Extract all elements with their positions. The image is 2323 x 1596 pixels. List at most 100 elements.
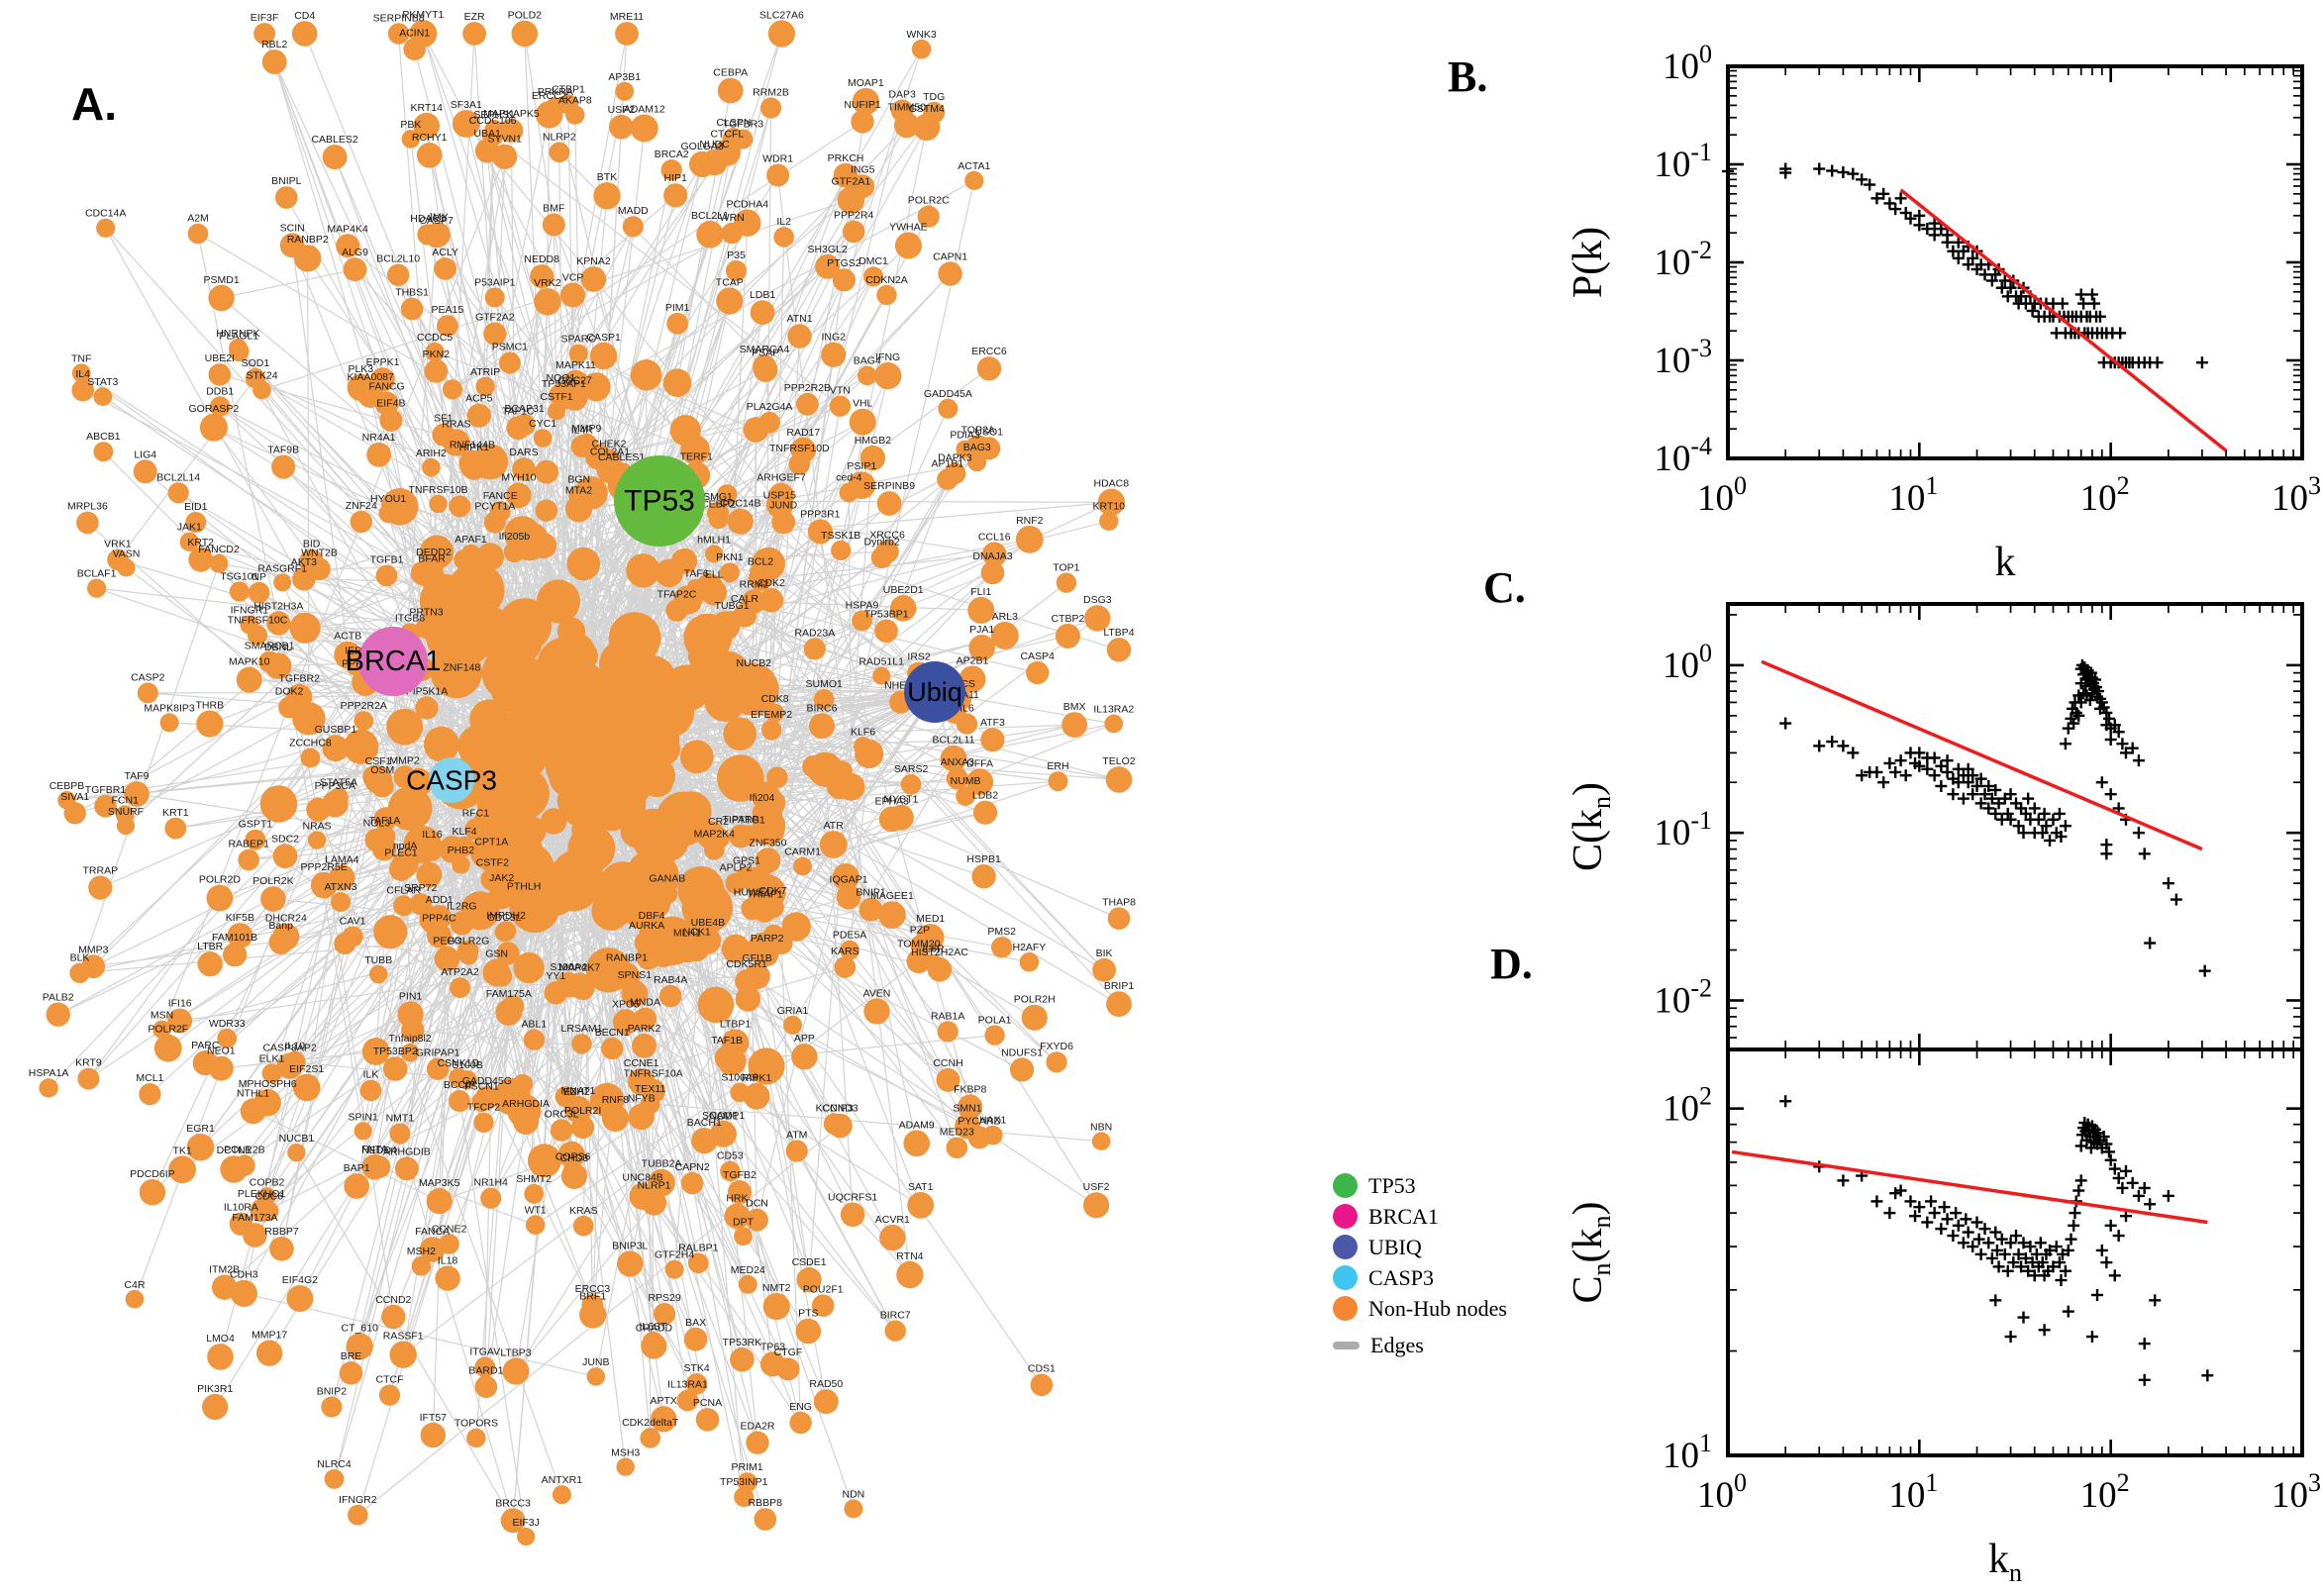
svg-text:POLR2K: POLR2K (252, 875, 293, 887)
svg-text:SOD1: SOD1 (242, 357, 270, 369)
svg-text:PARC: PARC (191, 1040, 220, 1051)
svg-text:CDC27: CDC27 (557, 374, 592, 386)
svg-text:NOD1: NOD1 (710, 1111, 739, 1123)
svg-text:PIN1: PIN1 (399, 990, 423, 1002)
svg-text:TSG101: TSG101 (220, 570, 258, 582)
svg-text:IL13RA1: IL13RA1 (667, 1379, 708, 1391)
svg-text:SCAMP1: SCAMP1 (702, 1110, 745, 1122)
svg-text:CDC14A: CDC14A (85, 208, 126, 220)
svg-text:MSH3: MSH3 (611, 1446, 640, 1458)
svg-text:RAB4A: RAB4A (654, 974, 687, 986)
svg-text:TELO2: TELO2 (1102, 755, 1135, 767)
svg-text:CRADD: CRADD (636, 1322, 673, 1334)
svg-text:ZNF24: ZNF24 (346, 500, 377, 512)
fit-line (1761, 659, 2203, 851)
svg-text:PDCD6IP: PDCD6IP (130, 1168, 175, 1180)
svg-text:CAV1: CAV1 (340, 915, 366, 927)
svg-text:PRTN3: PRTN3 (409, 606, 443, 618)
svg-text:GOLGA3: GOLGA3 (681, 141, 724, 152)
svg-text:GADD45A: GADD45A (924, 388, 972, 400)
svg-text:BCL2L14: BCL2L14 (156, 471, 200, 483)
svg-text:GORASP2: GORASP2 (189, 403, 240, 415)
panel-d-label: D. (1490, 940, 1533, 988)
svg-text:MAPKAPK5: MAPKAPK5 (483, 108, 540, 120)
svg-text:CASP8AP2: CASP8AP2 (262, 1043, 316, 1054)
legend-item-nonhub: Non-Hub nodes (1333, 1293, 1507, 1324)
svg-text:DBF4: DBF4 (639, 910, 665, 922)
svg-text:DSG3: DSG3 (1083, 594, 1112, 606)
svg-text:RNF8: RNF8 (602, 1094, 630, 1106)
svg-text:BRCC3: BRCC3 (495, 1498, 531, 1510)
legend-label: UBIQ (1368, 1234, 1422, 1259)
hub-label-tp53: TP53 (624, 485, 695, 518)
svg-text:PZP: PZP (910, 925, 930, 937)
svg-text:NR1H4: NR1H4 (473, 1177, 508, 1189)
svg-text:NEDD8: NEDD8 (524, 253, 559, 265)
svg-text:HUWE1: HUWE1 (734, 886, 771, 898)
svg-text:ORC3L: ORC3L (545, 1108, 579, 1120)
svg-text:ARIH2: ARIH2 (416, 448, 447, 459)
svg-text:HAX1: HAX1 (979, 1115, 1007, 1127)
svg-text:VRK2: VRK2 (534, 277, 561, 289)
hub-label-ubiq: Ubiq (907, 677, 962, 707)
panel-b-label: B. (1448, 52, 1488, 101)
svg-text:EZH2: EZH2 (563, 1086, 590, 1098)
svg-text:C(kn): C(kn) (1566, 782, 1616, 871)
svg-text:MAP4K4: MAP4K4 (327, 223, 368, 235)
svg-text:MAPK11: MAPK11 (556, 359, 596, 371)
svg-text:KLF6: KLF6 (851, 726, 875, 738)
svg-text:CTBP1: CTBP1 (552, 83, 585, 95)
svg-text:BCL2L1: BCL2L1 (691, 210, 729, 222)
svg-text:MED23: MED23 (940, 1127, 974, 1139)
svg-text:KRT14: KRT14 (410, 102, 443, 114)
legend-item-casp3: CASP3 (1333, 1262, 1507, 1293)
svg-text:ILK: ILK (363, 1069, 379, 1081)
svg-text:CDK8: CDK8 (761, 693, 789, 705)
svg-text:CDC6: CDC6 (255, 1191, 284, 1203)
svg-text:TDG: TDG (923, 91, 945, 103)
svg-text:RBBP8: RBBP8 (749, 1497, 783, 1509)
svg-text:ABL1: ABL1 (522, 1019, 548, 1031)
svg-text:102: 102 (2080, 1468, 2130, 1516)
nonhub-dot-icon (1333, 1296, 1358, 1321)
svg-text:CDS1: CDS1 (1028, 1362, 1056, 1374)
plot-panel-c: 100 10-1 10-2 C(kn) (1566, 602, 2304, 1051)
svg-text:PJA1: PJA1 (969, 624, 994, 636)
legend-item-brca1: BRCA1 (1333, 1201, 1507, 1232)
svg-text:ALG9: ALG9 (342, 247, 368, 258)
svg-text:CDC5L: CDC5L (487, 912, 522, 924)
svg-text:ANXA3: ANXA3 (941, 756, 975, 768)
svg-text:HSPB1: HSPB1 (966, 853, 1001, 865)
svg-text:TNFRSF10C: TNFRSF10C (228, 615, 288, 627)
svg-text:ACVR1: ACVR1 (875, 1214, 910, 1226)
svg-text:BID: BID (303, 539, 321, 550)
svg-text:CABLES1: CABLES1 (598, 451, 645, 463)
svg-text:POLA1: POLA1 (978, 1015, 1012, 1027)
svg-text:PLEC1: PLEC1 (384, 847, 417, 858)
svg-text:EPPK1: EPPK1 (366, 356, 400, 368)
scatter-points (1779, 658, 2211, 977)
svg-text:USF2: USF2 (1083, 1181, 1110, 1193)
svg-text:100: 100 (1663, 40, 1712, 87)
svg-text:BARD1: BARD1 (468, 1364, 503, 1376)
svg-text:CSTF1: CSTF1 (540, 391, 572, 403)
svg-text:CR2: CR2 (708, 816, 729, 828)
svg-text:SMG1: SMG1 (703, 491, 733, 503)
svg-text:EID1: EID1 (184, 501, 208, 513)
svg-text:MED1: MED1 (916, 913, 945, 925)
svg-text:S100B: S100B (452, 1059, 483, 1071)
svg-text:TNFRSF10B: TNFRSF10B (408, 484, 467, 496)
svg-text:USO1: USO1 (974, 426, 1003, 438)
svg-text:WNK3: WNK3 (906, 29, 936, 41)
svg-text:EFEMP2: EFEMP2 (751, 709, 792, 721)
svg-text:CTCFL: CTCFL (710, 129, 744, 141)
svg-text:PPP4C: PPP4C (422, 912, 456, 924)
svg-text:LIG4: LIG4 (134, 449, 156, 460)
svg-text:CCNH: CCNH (933, 1057, 962, 1069)
svg-text:FAM101B: FAM101B (212, 932, 257, 944)
svg-text:MAP2K4: MAP2K4 (694, 829, 736, 841)
fit-line (1731, 1149, 2208, 1225)
svg-text:BAX: BAX (685, 1317, 706, 1329)
svg-text:UNC84B: UNC84B (622, 1172, 662, 1184)
svg-text:KIF5B: KIF5B (226, 912, 254, 924)
